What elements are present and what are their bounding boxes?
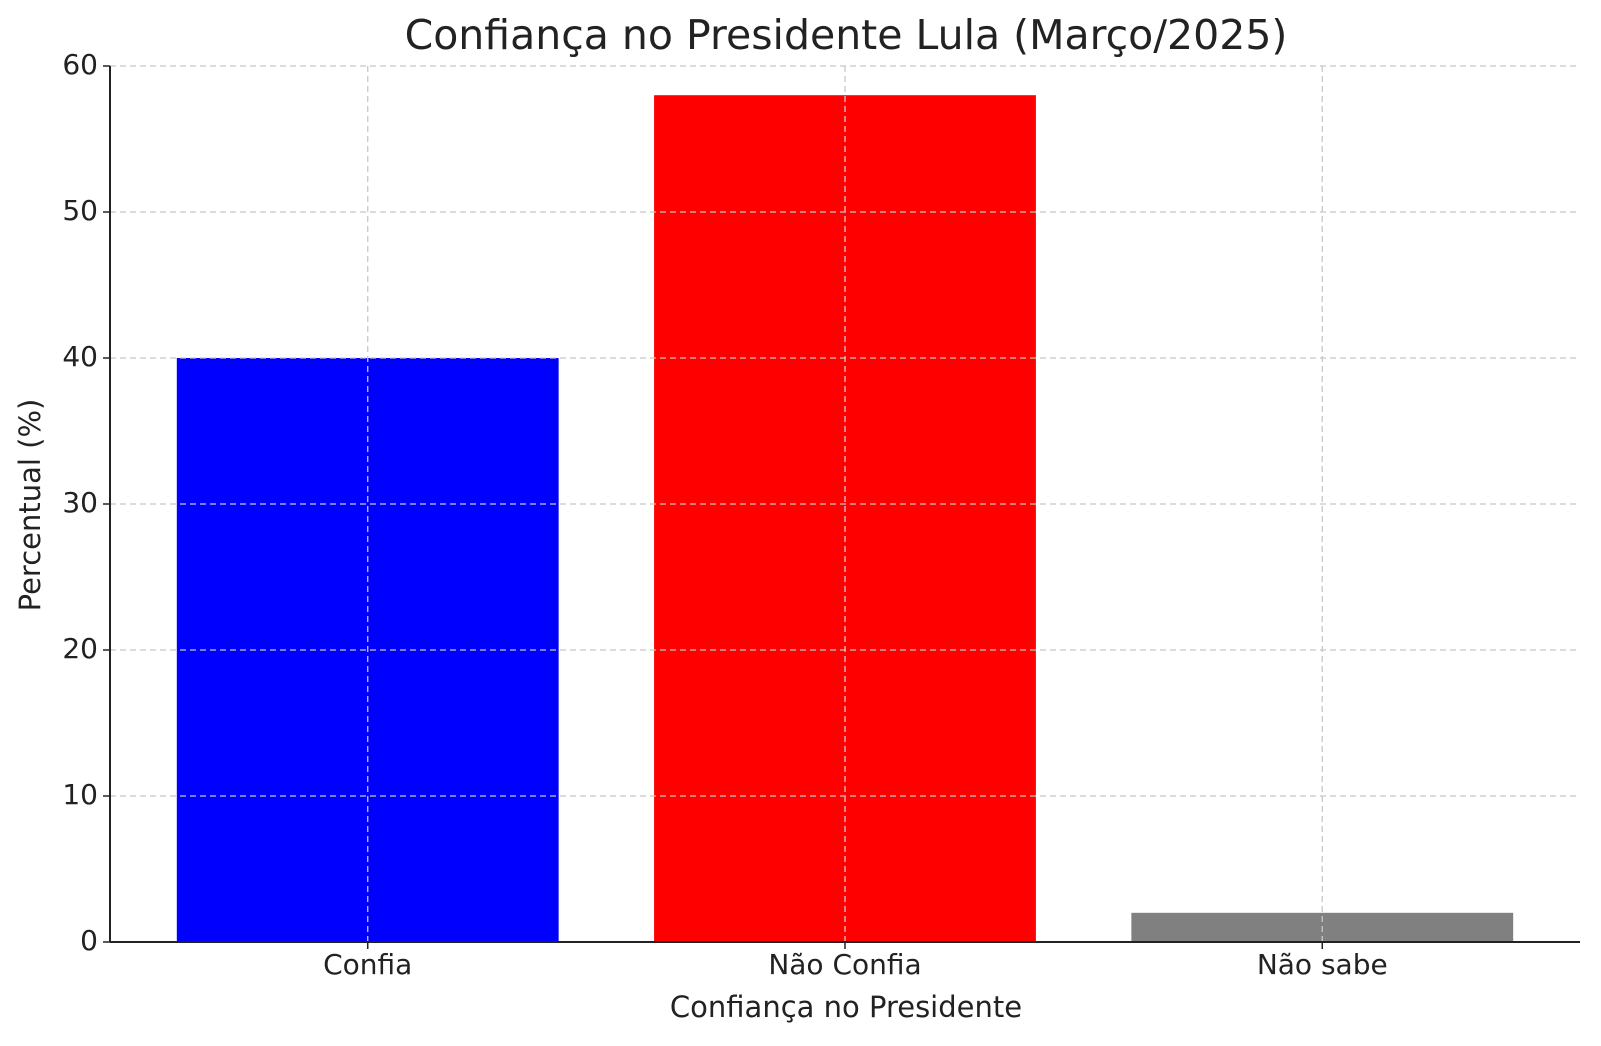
y-tick-label: 40 — [62, 340, 98, 373]
y-tick-label: 20 — [62, 632, 98, 665]
x-tick-label: Confia — [323, 948, 412, 981]
y-tick-label: 10 — [62, 778, 98, 811]
y-tick-label: 30 — [62, 486, 98, 519]
y-tick-label: 50 — [62, 194, 98, 227]
y-axis-label: Percentual (%) — [13, 399, 47, 612]
x-axis-label: Confiança no Presidente — [670, 990, 1022, 1024]
x-tick-label: Não sabe — [1257, 948, 1388, 981]
y-tick-label: 0 — [80, 924, 98, 957]
x-tick-label: Não Confia — [768, 948, 921, 981]
y-tick-label: 60 — [62, 48, 98, 81]
chart-title: Confiança no Presidente Lula (Março/2025… — [405, 11, 1288, 59]
